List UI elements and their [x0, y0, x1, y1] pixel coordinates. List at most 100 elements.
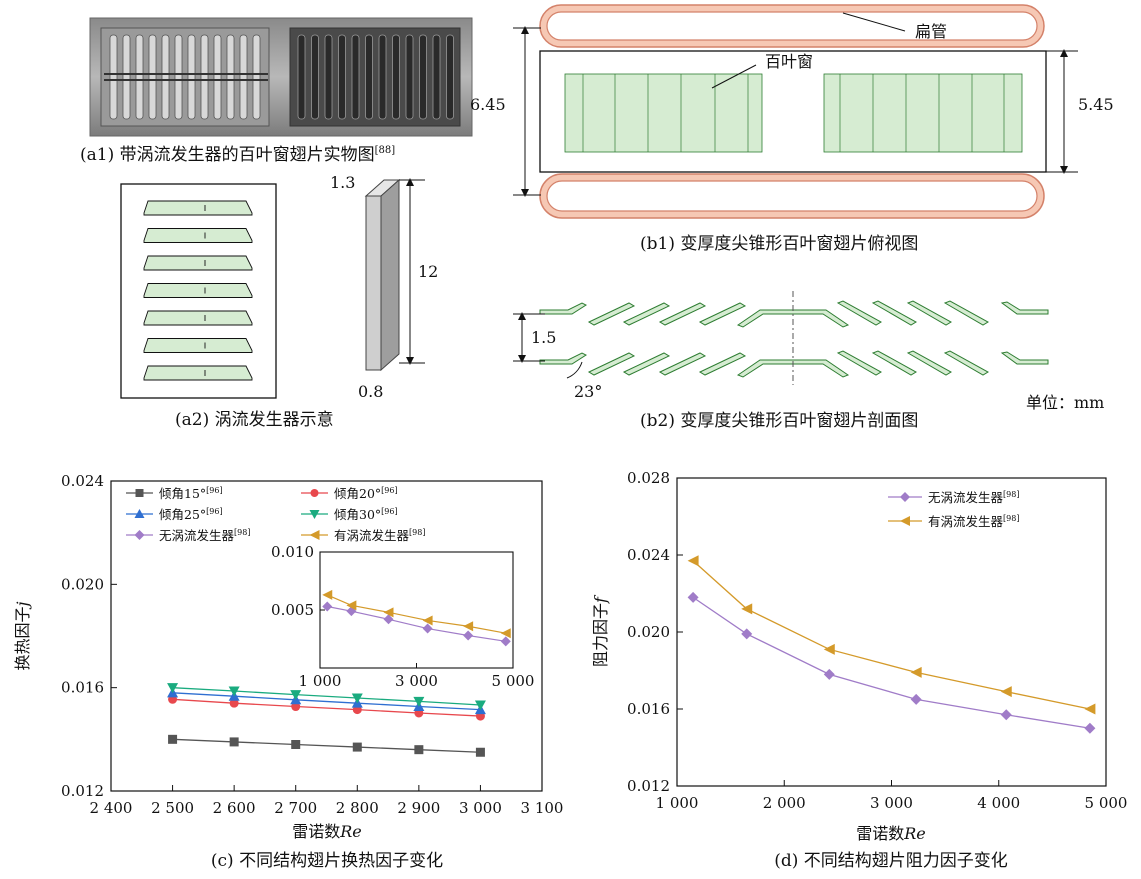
data-point [823, 668, 835, 680]
data-point [309, 510, 320, 519]
louver-fin-section-view [513, 291, 1049, 385]
inset-x-tick-label: 5 000 [492, 672, 535, 690]
data-point [900, 516, 910, 526]
b1-dim-right: 5.45 [1078, 95, 1114, 114]
label-flat-tube: 扁管 [915, 22, 947, 41]
section-louver [943, 300, 990, 326]
y-tick-label: 0.012 [61, 782, 104, 800]
legend-label: 倾角30°[96] [334, 507, 398, 522]
x-tick-label: 2 700 [274, 799, 317, 817]
label-louver: 百叶窗 [765, 52, 813, 71]
photo-louver-slot [297, 34, 306, 120]
x-tick-label: 2 400 [90, 799, 133, 817]
vortex-generator-fin [143, 228, 253, 243]
photo-louver-slot [405, 34, 414, 120]
legend-label: 无涡流发生器[98] [928, 490, 1019, 505]
legend-label: 无涡流发生器[98] [159, 528, 250, 543]
photo-louver-slot [324, 34, 333, 120]
inset-x-tick-label: 3 000 [395, 672, 438, 690]
section-end-louver [539, 302, 588, 315]
data-point [687, 591, 699, 603]
photo-louver-slot [213, 34, 222, 120]
photo-louver-slot [187, 34, 196, 120]
data-point [900, 492, 910, 502]
a2-dim-bottom: 0.8 [358, 382, 383, 401]
data-point [309, 530, 320, 540]
legend-label: 倾角20°[96] [334, 486, 398, 501]
section-louver [836, 350, 883, 376]
x-tick-label: 2 500 [151, 799, 194, 817]
photo-louver-slot [109, 34, 118, 120]
data-point [463, 630, 474, 641]
data-point [500, 636, 511, 647]
section-center-louver [736, 309, 850, 328]
legend-label: 有涡流发生器[98] [928, 514, 1019, 529]
x-tick-label: 2 600 [213, 799, 256, 817]
plot-frame [110, 480, 543, 792]
photo-louver-slot [446, 34, 454, 120]
photo-louver-slot [365, 34, 373, 120]
data-point [823, 643, 835, 655]
data-point [167, 683, 179, 694]
data-point [413, 696, 425, 707]
panel-a1-ref: [88] [375, 145, 396, 156]
section-end-louver [1000, 351, 1049, 365]
photo-louver-slot [252, 34, 261, 120]
inset-series-line [326, 594, 506, 634]
vortex-generator-fin [143, 365, 253, 381]
vortex-generator-fin [143, 200, 253, 216]
legend-label: 倾角15°[96] [159, 486, 223, 501]
x-tick-label: 3 000 [459, 799, 502, 817]
chart-c-heat-transfer-factor: 2 400 2 500 2 600 2 700 2 800 2 900 3 000 3 100… [13, 472, 563, 871]
panel-b2-caption: (b2) 变厚度尖锥形百叶窗翅片剖面图 [640, 411, 918, 431]
x-axis-label: 雷诺数Re [292, 822, 362, 841]
section-louver [622, 352, 671, 376]
section-louver [871, 350, 918, 376]
x-tick-label: 4 000 [977, 794, 1020, 812]
y-tick-label: 0.024 [61, 472, 104, 490]
vortex-generator-fin [143, 338, 253, 353]
inset-y-tick-label: 0.010 [271, 543, 314, 561]
section-louver [871, 300, 918, 326]
louver-fin-top-view [513, 4, 1078, 219]
photo-louver-slot [392, 34, 400, 120]
photo-louver-slot [239, 34, 248, 120]
photo-louver-slot [311, 34, 319, 120]
x-tick-label: 2 000 [763, 794, 806, 812]
data-point [168, 734, 178, 744]
section-louver [658, 302, 707, 326]
x-tick-label: 1 000 [656, 794, 699, 812]
section-louver [622, 302, 671, 326]
y-tick-label: 0.028 [627, 469, 670, 487]
b2-dim-pitch: 1.5 [531, 328, 556, 347]
y-tick-label: 0.020 [61, 575, 104, 593]
y-tick-label: 0.024 [627, 546, 670, 564]
data-point [500, 628, 511, 639]
y-axis-label: 换热因子j [13, 601, 32, 670]
series-line [172, 687, 481, 706]
section-louver [943, 350, 990, 376]
y-tick-label: 0.016 [61, 679, 104, 697]
photo-louver-slot [419, 34, 427, 120]
b1-dim-left: 6.45 [470, 95, 506, 114]
data-point [910, 693, 922, 705]
series-line [172, 738, 481, 753]
data-point [1084, 703, 1096, 715]
photo-louver-slot [122, 34, 131, 120]
chart-d-caption: (d) 不同结构翅片阻力因子变化 [774, 851, 1008, 871]
section-end-louver [539, 352, 588, 365]
panel-a1-caption: (a1) 带涡流发生器的百叶窗翅片实物图[88] [80, 145, 395, 165]
photo-louver-slot [174, 34, 183, 120]
photo-louver-slot [338, 34, 346, 120]
photo-louver-fin-with-vortex-generator [89, 17, 473, 137]
section-louver [698, 302, 747, 326]
y-tick-label: 0.016 [627, 700, 670, 718]
data-point [346, 600, 357, 611]
data-point [687, 555, 699, 567]
photo-louver-slot [161, 34, 170, 120]
series-line [172, 698, 481, 717]
data-point [352, 742, 362, 752]
data-point [229, 698, 239, 708]
photo-louver-slot [432, 34, 441, 120]
section-louver [836, 300, 883, 326]
